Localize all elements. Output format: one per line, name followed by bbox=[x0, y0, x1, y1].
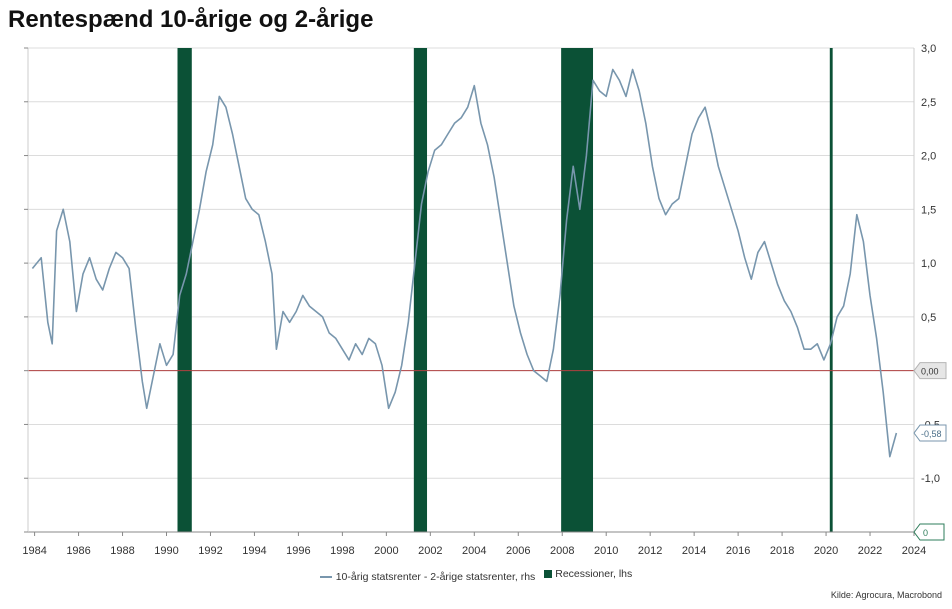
x-tick-label: 2006 bbox=[506, 545, 530, 557]
x-tick-label: 2014 bbox=[682, 545, 706, 557]
recession-bar bbox=[561, 48, 594, 532]
y-tick-label: 3,0 bbox=[921, 43, 936, 55]
legend-label-spread: 10-årig statsrenter - 2-årige statsrente… bbox=[335, 571, 536, 583]
y-tick-label: 1,5 bbox=[921, 204, 936, 216]
y-tick-label: 0,5 bbox=[921, 312, 936, 324]
x-tick-label: 1990 bbox=[154, 545, 178, 557]
y-tick-label: 1,0 bbox=[921, 258, 936, 270]
zero-value-tag: 0,00 bbox=[921, 367, 939, 377]
x-tick-label: 2022 bbox=[858, 545, 882, 557]
x-tick-label: 1994 bbox=[242, 545, 266, 557]
x-tick-label: 2000 bbox=[374, 545, 398, 557]
legend-item-recession[interactable]: Recessioner, lhs bbox=[544, 568, 632, 580]
y-tick-label: 2,0 bbox=[921, 151, 936, 163]
x-tick-label: 1992 bbox=[198, 545, 222, 557]
last-value-tag: -0,58 bbox=[921, 429, 942, 439]
recession-bars bbox=[177, 48, 833, 532]
left-zero-tag: 0 bbox=[923, 528, 928, 538]
x-tick-label: 2016 bbox=[726, 545, 750, 557]
x-tick-label: 1986 bbox=[66, 545, 90, 557]
recession-bar bbox=[829, 48, 833, 532]
spread-line bbox=[31, 68, 898, 458]
source-note: Kilde: Agrocura, Macrobond bbox=[830, 590, 942, 600]
gridlines bbox=[28, 47, 914, 533]
legend-swatch-line bbox=[319, 576, 332, 578]
legend: 10-årig statsrenter - 2-årige statsrente… bbox=[0, 568, 952, 583]
y-tick-label: -1,0 bbox=[921, 473, 940, 485]
x-tick-label: 2018 bbox=[770, 545, 794, 557]
y-tick-label: 2,5 bbox=[921, 97, 936, 109]
recession-bar bbox=[177, 48, 192, 532]
spread-series bbox=[31, 68, 898, 458]
chart-title: Rentespænd 10-årige og 2-årige bbox=[8, 6, 374, 33]
x-tick-label: 1984 bbox=[22, 545, 46, 557]
legend-swatch-box bbox=[544, 570, 553, 578]
x-tick-label: 2004 bbox=[462, 545, 486, 557]
x-tick-label: 1988 bbox=[110, 545, 134, 557]
zero-value-tag-box bbox=[913, 362, 947, 380]
x-tick-label: 2008 bbox=[550, 545, 574, 557]
last-value-tag-box bbox=[913, 424, 947, 442]
x-tick-label: 1998 bbox=[330, 545, 354, 557]
legend-label-recession: Recessioner, lhs bbox=[555, 568, 633, 580]
axis-labels: 1984 1986 1988 1990 1992 1994 1996 1998 2000 2002… bbox=[22, 43, 947, 557]
x-tick-label: 1996 bbox=[286, 545, 310, 557]
left-zero-tag-box bbox=[913, 523, 945, 541]
axes bbox=[24, 47, 915, 536]
x-tick-label: 2010 bbox=[594, 545, 618, 557]
legend-item-spread[interactable]: 10-årig statsrenter - 2-årige statsrente… bbox=[319, 571, 536, 583]
x-tick-label: 2002 bbox=[418, 545, 442, 557]
x-tick-label: 2024 bbox=[902, 545, 926, 557]
x-tick-label: 2020 bbox=[814, 545, 838, 557]
recession-bar bbox=[413, 48, 428, 532]
x-tick-label: 2012 bbox=[638, 545, 662, 557]
